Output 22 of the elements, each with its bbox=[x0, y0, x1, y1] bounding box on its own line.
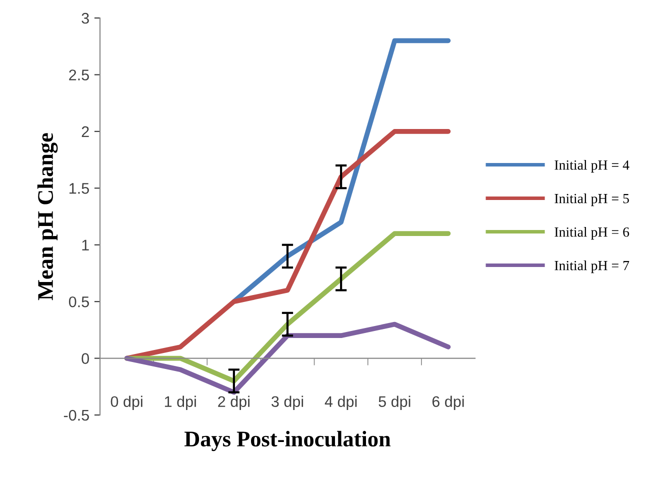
legend-label: Initial pH = 4 bbox=[554, 160, 630, 173]
x-tick-label: 3 dpi bbox=[272, 396, 304, 410]
x-axis-title: Days Post-inoculation bbox=[184, 430, 391, 452]
y-tick-label: 0.5 bbox=[68, 296, 89, 308]
x-tick-label: 0 dpi bbox=[110, 396, 142, 410]
legend-label: Initial pH = 5 bbox=[554, 193, 629, 206]
y-tick-label: 2 bbox=[82, 126, 89, 137]
y-tick-label: 1.5 bbox=[70, 183, 89, 194]
y-tick-label: 3 bbox=[82, 12, 89, 24]
legend-label: Initial pH = 6 bbox=[554, 227, 630, 240]
x-tick-label: 1 dpi bbox=[164, 396, 196, 410]
y-tick-label: 1 bbox=[82, 240, 89, 250]
y-axis-title: Mean pH Change bbox=[37, 133, 58, 300]
y-tick-label: -0.5 bbox=[64, 410, 89, 421]
y-tick-label: 2.5 bbox=[69, 70, 89, 80]
x-tick-label: 5 dpi bbox=[378, 396, 410, 410]
legend-label: Initial pH = 7 bbox=[554, 260, 630, 274]
y-tick-label: 0 bbox=[82, 353, 89, 364]
x-tick-label: 2 dpi bbox=[218, 396, 250, 410]
x-tick-label: 4 dpi bbox=[324, 396, 357, 410]
line-series bbox=[124, 322, 451, 395]
x-tick-label: 6 dpi bbox=[432, 396, 464, 410]
